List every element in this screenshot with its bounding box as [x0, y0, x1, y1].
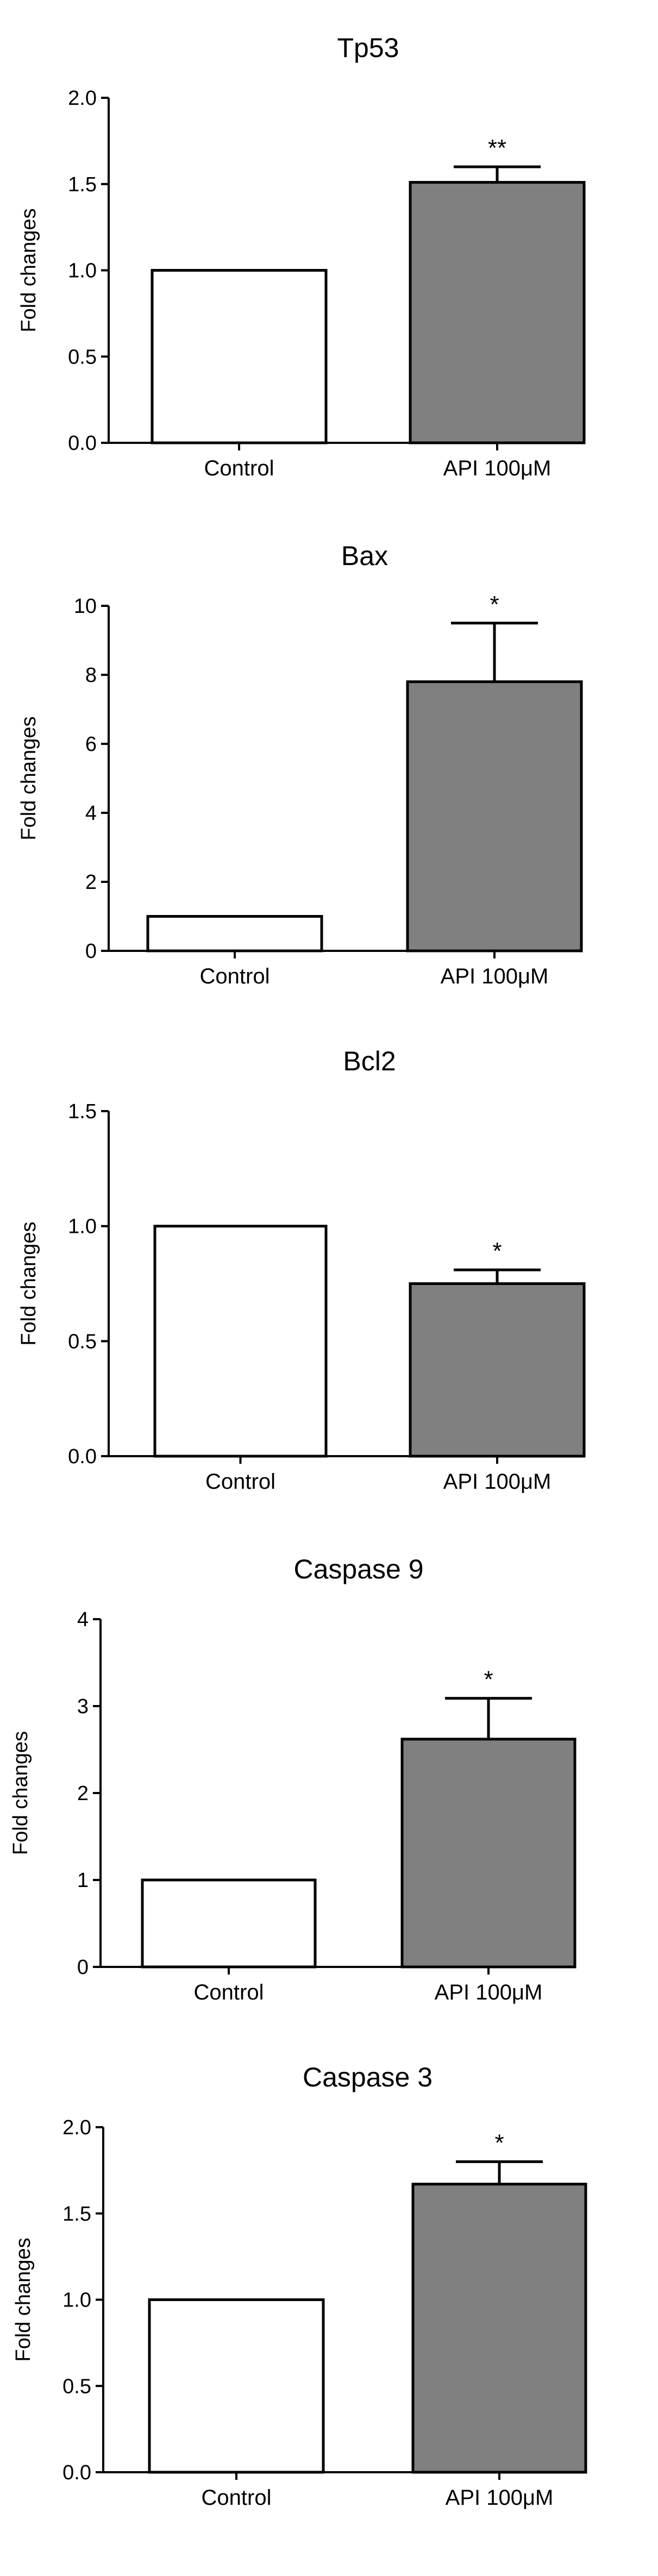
chart-title: Caspase 3 [303, 2062, 433, 2092]
significance-marker: * [484, 1666, 493, 1693]
y-axis-label: Fold changes [17, 716, 40, 840]
significance-marker: * [492, 1238, 502, 1264]
chart-panel-3: Bcl2 Fold changes 0.0 0.5 1.0 1.5 Control API 1… [17, 1046, 586, 1494]
y-tick-label: 10 [74, 595, 97, 618]
chart-panel-1: Tp53 Fold changes 0.0 0.5 1.0 1.5 2.0 Control AP… [17, 33, 586, 480]
y-tick-label: 0.0 [68, 432, 97, 455]
chart-panel-4: Caspase 9 Fold changes 0 1 2 3 4 Control API 100… [9, 1554, 576, 2004]
y-tick-label: 0.0 [68, 1445, 97, 1468]
y-tick-label: 2 [77, 1782, 89, 1805]
x-category-label: Control [200, 964, 270, 988]
y-tick-label: 1.0 [68, 1215, 97, 1238]
bar-control [153, 1225, 328, 1458]
y-tick-label: 0 [77, 1956, 89, 1979]
y-tick-label: 0.5 [68, 1330, 97, 1353]
y-axis-label: Fold changes [12, 2237, 35, 2361]
significance-marker: ** [488, 135, 506, 161]
bar-control [151, 269, 328, 444]
y-tick-label: 6 [85, 733, 97, 756]
bar-treatment [409, 181, 586, 444]
x-category-label: API 100μM [443, 456, 552, 480]
y-tick-label: 2.0 [68, 87, 97, 110]
bar-control [141, 1878, 317, 1969]
y-tick-label: 0.5 [62, 2375, 91, 2398]
y-tick-label: 0.0 [62, 2461, 91, 2484]
x-category-label: API 100μM [441, 964, 549, 988]
y-tick-label: 1.5 [68, 173, 97, 196]
bar-control [148, 2298, 325, 2474]
y-tick-label: 8 [85, 664, 97, 687]
y-axis-label: Fold changes [17, 1221, 40, 1345]
x-category-label: Control [194, 1980, 264, 2004]
y-tick-label: 1.0 [68, 260, 97, 283]
chart-panel-2: Bax Fold changes 0 2 4 6 8 10 Control API 100μM * [17, 541, 583, 988]
y-tick-label: 1 [77, 1869, 89, 1892]
y-tick-label: 1.0 [62, 2289, 91, 2312]
x-category-label: Control [204, 456, 274, 480]
x-category-label: Control [205, 1470, 275, 1494]
y-tick-label: 4 [85, 802, 97, 825]
chart-title: Tp53 [337, 33, 399, 63]
y-axis-label: Fold changes [17, 208, 40, 332]
y-tick-label: 2.0 [62, 2116, 91, 2139]
bar-treatment [411, 2183, 587, 2474]
y-tick-label: 0.5 [68, 346, 97, 368]
y-tick-label: 1.5 [68, 1100, 97, 1123]
chart-title: Bax [341, 541, 388, 571]
y-tick-label: 4 [77, 1608, 89, 1631]
x-category-label: Control [202, 2486, 272, 2510]
bar-treatment [409, 1282, 586, 1458]
chart-panel-5: Caspase 3 Fold changes 0.0 0.5 1.0 1.5 2.0 Cont… [12, 2062, 587, 2510]
bar-treatment [400, 1738, 576, 1969]
x-category-label: API 100μM [443, 1470, 552, 1494]
y-tick-label: 0 [85, 940, 97, 963]
significance-marker: * [490, 591, 499, 618]
bar-treatment [406, 680, 583, 952]
x-category-label: API 100μM [446, 2486, 554, 2510]
significance-marker: * [494, 2130, 504, 2157]
bar-control [146, 915, 323, 952]
chart-title: Bcl2 [343, 1046, 396, 1076]
y-tick-label: 1.5 [62, 2203, 91, 2226]
y-tick-label: 3 [77, 1695, 89, 1718]
chart-title: Caspase 9 [293, 1554, 423, 1584]
y-tick-label: 2 [85, 871, 97, 894]
y-axis-label: Fold changes [9, 1731, 32, 1855]
x-category-label: API 100μM [435, 1980, 543, 2004]
